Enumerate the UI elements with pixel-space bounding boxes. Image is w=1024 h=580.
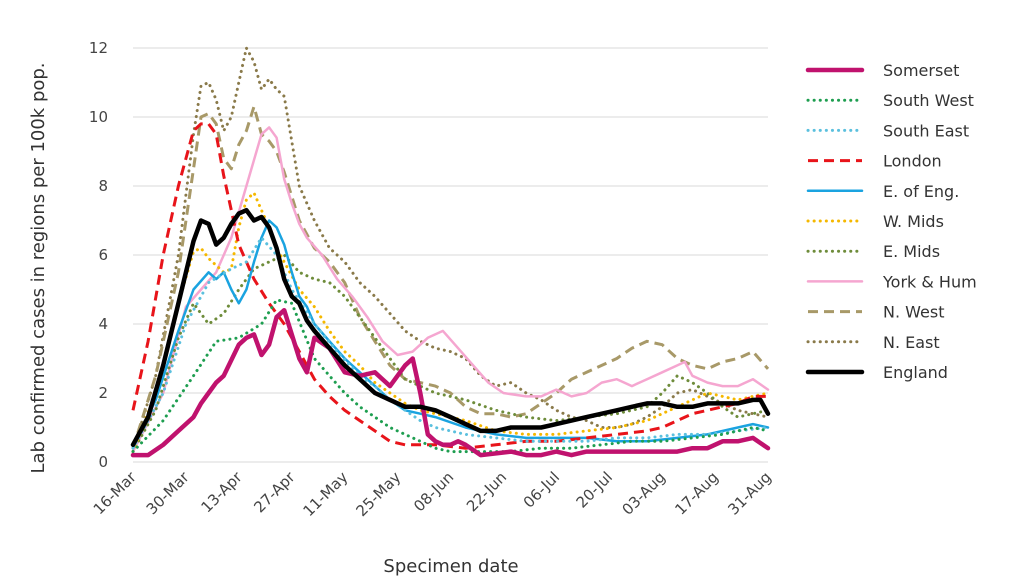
x-tick-label: 22-Jun (463, 468, 510, 515)
legend-label: W. Mids (883, 212, 944, 231)
x-tick-label: 11-May (300, 468, 352, 520)
x-tick-label: 30-Mar (143, 468, 194, 519)
x-tick-label: 16-Mar (90, 468, 141, 519)
legend-label: E. of Eng. (883, 182, 959, 201)
legend-label: South East (883, 121, 969, 140)
series-line-w-mids (131, 191, 770, 454)
legend-label: England (883, 363, 948, 382)
y-tick-label: 10 (89, 108, 108, 126)
series-line-south-west (131, 298, 770, 454)
legend-label: E. Mids (883, 242, 940, 261)
x-tick-label: 13-Apr (197, 468, 246, 517)
x-axis-title: Specimen date (383, 556, 518, 577)
y-tick-label: 2 (98, 384, 108, 402)
x-tick-label: 06-Jul (520, 468, 563, 511)
x-tick-label: 25-May (352, 468, 404, 520)
y-axis-ticks: 0 2 4 6 8 10 12 (89, 39, 108, 471)
x-tick-label: 17-Aug (671, 468, 722, 519)
legend-label: N. West (883, 303, 944, 322)
gridlines (133, 47, 768, 463)
y-tick-label: 0 (98, 453, 108, 471)
series-lines (130, 46, 771, 458)
y-tick-label: 12 (89, 39, 108, 57)
x-tick-label: 08-Jun (410, 468, 457, 515)
legend-label: N. East (883, 333, 940, 352)
x-tick-label: 27-Apr (250, 468, 299, 517)
legend-label: London (883, 152, 942, 171)
x-tick-label: 31-Aug (724, 468, 775, 519)
series-line-england (130, 207, 771, 448)
x-axis-ticks: 16-Mar 30-Mar 13-Apr 27-Apr 11-May 25-May 08-J… (90, 468, 775, 521)
y-tick-label: 6 (98, 246, 108, 264)
series-line-n-west (131, 105, 770, 449)
x-tick-label: 03-Aug (618, 468, 669, 519)
series-line-somerset (130, 307, 771, 458)
y-tick-label: 8 (98, 177, 108, 195)
series-line-london (131, 122, 768, 450)
legend-label: South West (883, 91, 974, 110)
x-tick-label: 20-Jul (573, 468, 616, 511)
legend-label: York & Hum (882, 272, 977, 291)
series-line-york-hum (131, 126, 770, 453)
series-line-n-east (131, 46, 770, 454)
legend: Somerset South West South East London E. of … (805, 61, 977, 382)
series-line-e-mids (131, 253, 770, 454)
series-line-south-east (131, 236, 770, 450)
y-tick-label: 4 (98, 315, 108, 333)
legend-label: Somerset (883, 61, 959, 80)
y-axis-title: Lab confirmed cases in regions per 100k … (28, 62, 49, 473)
